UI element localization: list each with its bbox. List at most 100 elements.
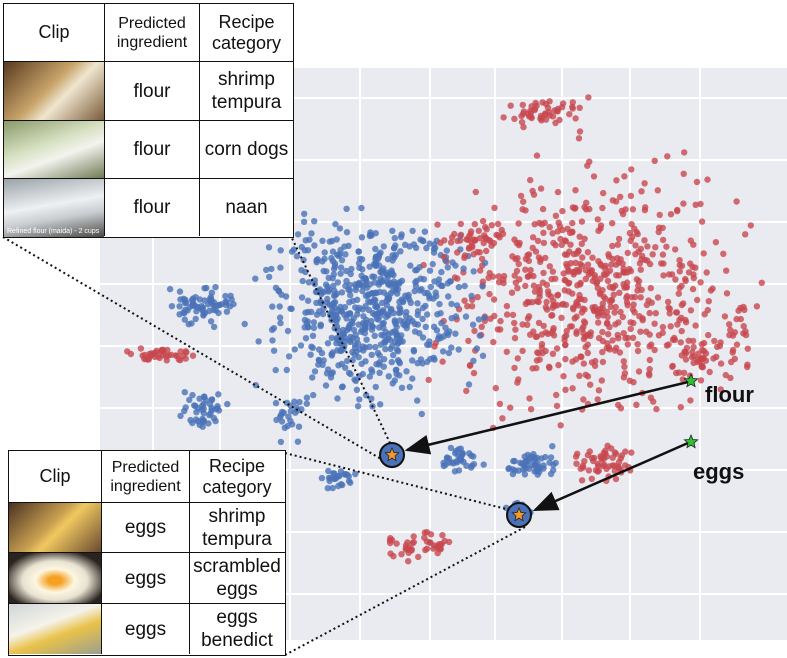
dot bbox=[491, 205, 497, 211]
dot bbox=[639, 287, 645, 293]
dot bbox=[742, 231, 748, 237]
dot bbox=[332, 263, 338, 269]
header: Clip bbox=[4, 4, 104, 61]
dot bbox=[355, 403, 361, 409]
dot bbox=[466, 450, 472, 456]
dot bbox=[604, 309, 610, 315]
dot bbox=[690, 344, 696, 350]
dot bbox=[428, 531, 434, 537]
dot bbox=[343, 206, 349, 212]
dot bbox=[323, 382, 329, 388]
dot bbox=[733, 198, 739, 204]
dot bbox=[562, 387, 568, 393]
dot bbox=[639, 253, 645, 259]
dot bbox=[735, 308, 741, 314]
dot bbox=[390, 380, 396, 386]
dot bbox=[509, 290, 515, 296]
dot bbox=[277, 264, 283, 270]
dot bbox=[520, 124, 526, 130]
dot bbox=[431, 324, 437, 330]
dot bbox=[528, 406, 534, 412]
dot bbox=[730, 349, 736, 355]
dot bbox=[285, 328, 291, 334]
dot bbox=[539, 221, 545, 227]
dot bbox=[628, 449, 634, 455]
dot bbox=[516, 242, 522, 248]
dot bbox=[714, 344, 720, 350]
dot bbox=[604, 453, 610, 459]
dot bbox=[588, 329, 594, 335]
dot bbox=[536, 469, 542, 475]
dot bbox=[554, 292, 560, 298]
dot bbox=[465, 338, 471, 344]
dot bbox=[411, 539, 417, 545]
dot bbox=[277, 320, 283, 326]
dot bbox=[620, 281, 626, 287]
dot bbox=[394, 290, 400, 296]
dot bbox=[520, 102, 526, 108]
dot bbox=[573, 461, 579, 467]
dot bbox=[421, 276, 427, 282]
dot bbox=[206, 308, 212, 314]
dot bbox=[566, 111, 572, 117]
ingredient: flour bbox=[104, 121, 199, 178]
dot bbox=[484, 226, 490, 232]
dot bbox=[411, 241, 417, 247]
dot bbox=[622, 206, 628, 212]
dot bbox=[609, 220, 615, 226]
dot bbox=[555, 362, 561, 368]
dot bbox=[396, 304, 402, 310]
dot bbox=[177, 357, 183, 363]
dot bbox=[672, 246, 678, 252]
dot bbox=[519, 321, 525, 327]
dot bbox=[636, 368, 642, 374]
dot bbox=[423, 324, 429, 330]
dot bbox=[535, 299, 541, 305]
dot bbox=[464, 303, 470, 309]
dot bbox=[212, 284, 218, 290]
label: flour bbox=[705, 382, 754, 408]
dot bbox=[417, 287, 423, 293]
dot bbox=[578, 353, 584, 359]
dot bbox=[269, 327, 275, 333]
dot bbox=[621, 358, 627, 364]
dot bbox=[205, 420, 211, 426]
dot bbox=[579, 254, 585, 260]
dot bbox=[415, 554, 421, 560]
dot bbox=[382, 346, 388, 352]
dot bbox=[704, 176, 710, 182]
dot bbox=[522, 267, 528, 273]
dot bbox=[369, 352, 375, 358]
dot bbox=[362, 303, 368, 309]
dot bbox=[653, 310, 659, 316]
dot bbox=[538, 185, 544, 191]
dot bbox=[531, 283, 537, 289]
dot bbox=[699, 218, 705, 224]
dot bbox=[622, 269, 628, 275]
ingredient: flour bbox=[104, 179, 199, 236]
dot bbox=[574, 282, 580, 288]
dot bbox=[438, 269, 444, 275]
dot bbox=[608, 445, 614, 451]
dot bbox=[318, 322, 324, 328]
dot bbox=[269, 337, 275, 343]
dot bbox=[553, 460, 559, 466]
dot bbox=[299, 294, 305, 300]
dot bbox=[632, 294, 638, 300]
dot bbox=[358, 361, 364, 367]
dot bbox=[580, 330, 586, 336]
dot bbox=[372, 246, 378, 252]
dot bbox=[650, 251, 656, 257]
dot bbox=[690, 242, 696, 248]
dot bbox=[434, 221, 440, 227]
dot bbox=[449, 315, 455, 321]
dot bbox=[580, 324, 586, 330]
dot bbox=[442, 325, 448, 331]
dot bbox=[495, 221, 501, 227]
dot bbox=[572, 115, 578, 121]
dot bbox=[316, 308, 322, 314]
dot bbox=[630, 306, 636, 312]
dot bbox=[621, 173, 627, 179]
dot bbox=[634, 276, 640, 282]
dot bbox=[372, 333, 378, 339]
